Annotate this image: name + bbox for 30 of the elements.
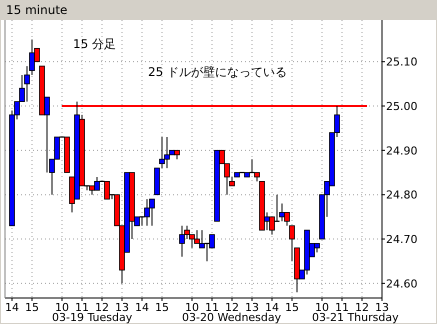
x-tick-label: 12 — [95, 301, 109, 314]
x-tick-label: 11 — [335, 301, 349, 314]
x-tick-label: 15 — [155, 301, 169, 314]
text: 03-20 Wednesday — [182, 311, 282, 324]
y-tick-label: 24.80 — [386, 188, 418, 202]
annotation: 15 分足 — [73, 37, 116, 51]
annotation: 25 ドルが壁になっている — [148, 65, 288, 79]
text: 03-21 Thursday — [312, 311, 400, 324]
x-tick-label: 10 — [55, 301, 69, 314]
x-tick-label: 14 — [265, 301, 279, 314]
x-tick-label: 11 — [205, 301, 219, 314]
x-tick-label: 13 — [375, 301, 389, 314]
x-tick-label: 10 — [185, 301, 199, 314]
x-tick-label: 10 — [315, 301, 329, 314]
x-tick-label: 13 — [245, 301, 259, 314]
y-tick-label: 24.90 — [386, 144, 418, 158]
x-tick-label: 15 — [25, 301, 39, 314]
x-tick-label: 15 — [285, 301, 299, 314]
x-tick-label: 12 — [355, 301, 369, 314]
x-tick-label: 12 — [225, 301, 239, 314]
x-tick-label: 14 — [5, 301, 19, 314]
y-tick-label: 25.00 — [386, 100, 418, 114]
y-tick-label: 24.70 — [386, 233, 418, 246]
y-tick-label: 25.10 — [386, 56, 418, 69]
x-tick-label: 11 — [75, 301, 89, 314]
chart-title: 15 minute — [6, 3, 68, 17]
y-tick-label: 24.60 — [386, 277, 418, 290]
x-tick-label: 14 — [135, 301, 149, 314]
x-tick-label: 13 — [115, 301, 129, 314]
text: 03-19 Tuesday — [52, 311, 133, 324]
